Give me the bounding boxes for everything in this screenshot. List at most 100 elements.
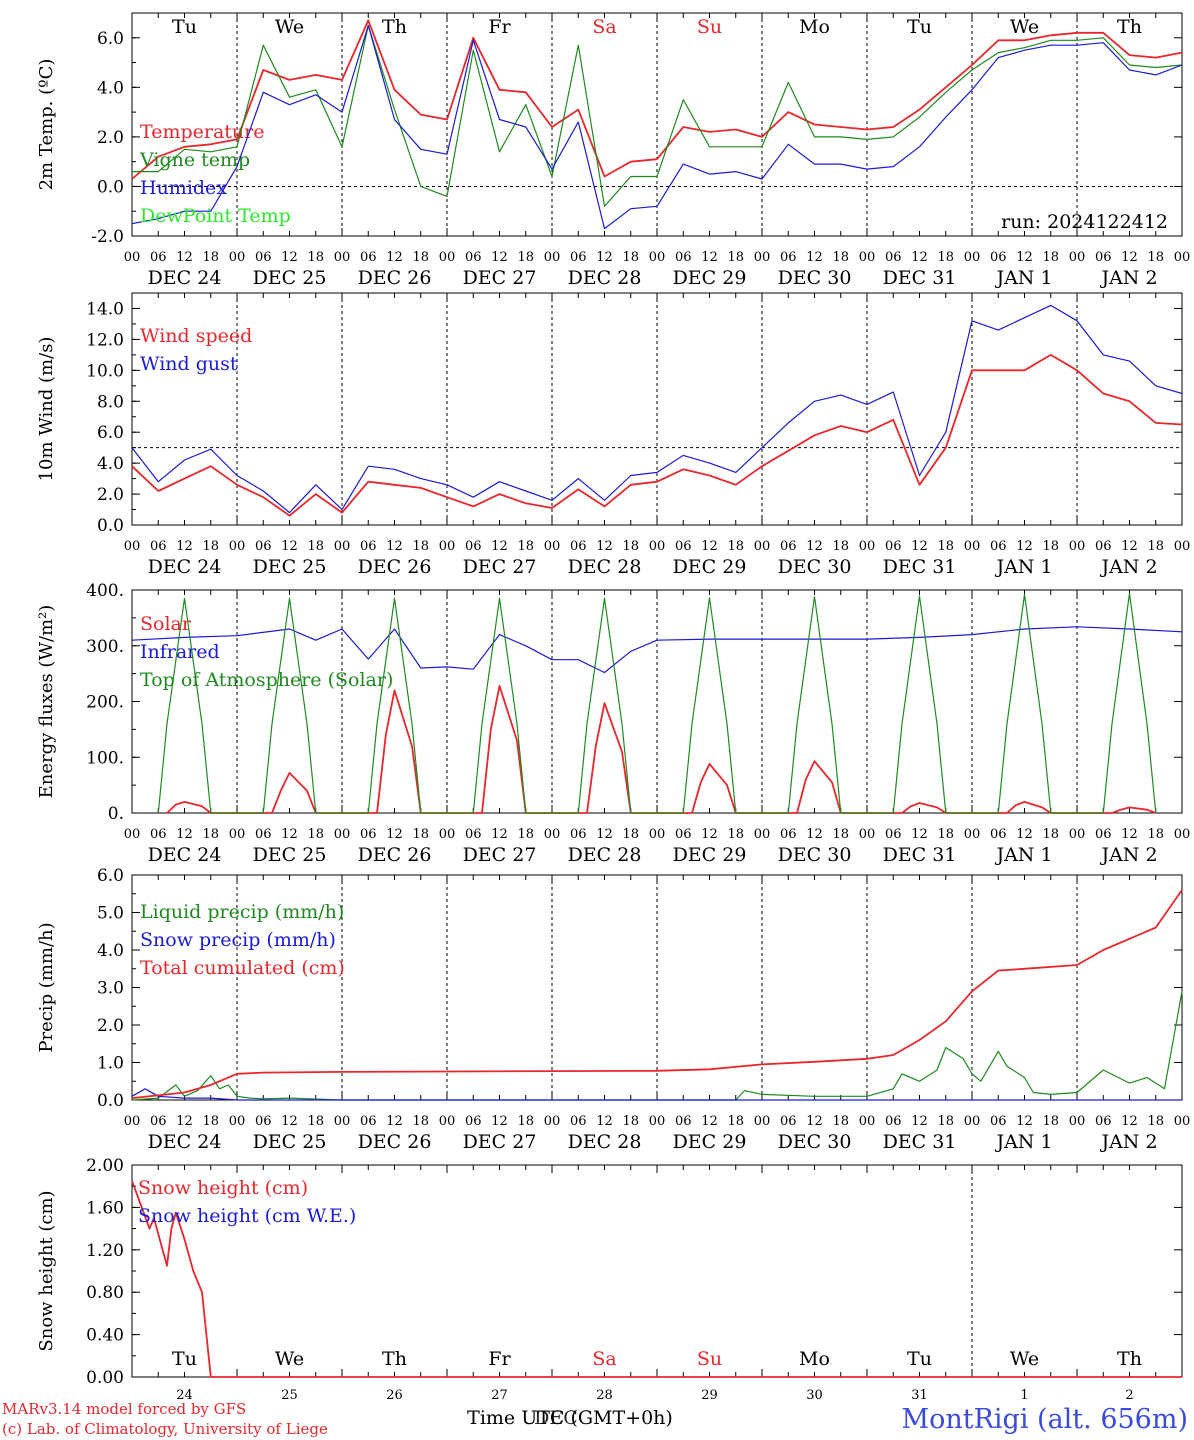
day-label: DEC 24 — [148, 1131, 222, 1153]
hour-tick-label: 12 — [911, 539, 928, 554]
model-credit: MARv3.14 model forced by GFS — [2, 1400, 246, 1418]
weekday-label: Th — [382, 16, 407, 38]
hour-tick-label: 12 — [176, 250, 193, 265]
series-line-1 — [131, 991, 1183, 1101]
hour-tick-label: 00 — [1069, 827, 1086, 842]
hour-tick-label: 00 — [649, 1114, 666, 1129]
hour-tick-label: 06 — [570, 539, 587, 554]
y-tick-label: 12.0 — [86, 330, 124, 350]
day-label: DEC 26 — [358, 1131, 432, 1153]
hour-tick-label: 06 — [465, 827, 482, 842]
hour-tick-label: 00 — [544, 250, 561, 265]
day-number-label: 26 — [386, 1388, 403, 1403]
series-line-1 — [166, 685, 1157, 814]
y-axis-label: Snow height (cm) — [36, 1190, 57, 1351]
hour-tick-label: 12 — [281, 539, 298, 554]
hour-tick-label: 06 — [675, 827, 692, 842]
hour-tick-label: 18 — [832, 539, 849, 554]
y-tick-label: 0.0 — [97, 177, 124, 197]
hour-tick-label: 12 — [1016, 539, 1033, 554]
y-tick-label: 1.20 — [86, 1241, 124, 1261]
day-number-label: 28 — [596, 1388, 613, 1403]
weekday-label: Sa — [592, 16, 616, 38]
hour-tick-label: 06 — [780, 539, 797, 554]
panel-2: 0.0 2.0 4.0 6.0 8.0 10.0 12.0 14.0 10m Wind (m/s… — [36, 292, 1190, 578]
y-tick-label: 0.0 — [97, 516, 124, 536]
series-line-1 — [131, 1180, 1182, 1378]
legend-entry: Liquid precip (mm/h) — [140, 901, 344, 923]
series-line-3 — [131, 24, 1183, 230]
hour-tick-label: 18 — [1042, 1114, 1059, 1129]
hour-tick-label: 06 — [1095, 539, 1112, 554]
weekday-label: Th — [382, 1348, 407, 1370]
hour-tick-label: 12 — [1121, 827, 1138, 842]
hour-tick-label: 12 — [1016, 827, 1033, 842]
y-tick-label: 6.0 — [97, 29, 124, 49]
legend-entry: Infrared — [140, 641, 220, 663]
hour-tick-label: 18 — [832, 827, 849, 842]
legend-entry: Snow precip (mm/h) — [140, 929, 336, 951]
hour-tick-label: 00 — [334, 250, 351, 265]
day-label: JAN 2 — [1099, 844, 1157, 866]
hour-tick-label: 00 — [229, 1114, 246, 1129]
series-line-2 — [131, 1088, 1182, 1101]
day-label: DEC 27 — [463, 556, 537, 578]
legend-entry: Vigne temp — [139, 149, 250, 171]
weekday-label: We — [1010, 1348, 1039, 1370]
day-number-label: 30 — [806, 1388, 823, 1403]
weekday-label: Mo — [799, 1348, 830, 1370]
y-tick-label: 8.0 — [97, 392, 124, 412]
hour-tick-label: 12 — [1121, 1114, 1138, 1129]
y-tick-label: 14.0 — [86, 299, 124, 319]
hour-tick-label: 00 — [754, 250, 771, 265]
y-tick-label: 2.0 — [97, 485, 124, 505]
hour-tick-label: 00 — [124, 539, 141, 554]
hour-tick-label: 06 — [465, 1114, 482, 1129]
y-tick-label: 0.00 — [86, 1368, 124, 1388]
weekday-label: Su — [697, 1348, 722, 1370]
hour-tick-label: 18 — [1042, 827, 1059, 842]
hour-tick-label: 06 — [570, 827, 587, 842]
hour-tick-label: 12 — [386, 250, 403, 265]
hour-tick-label: 06 — [150, 250, 167, 265]
legend-entry: Wind gust — [140, 353, 238, 375]
hour-tick-label: 18 — [727, 827, 744, 842]
day-label: DEC 27 — [463, 1131, 537, 1153]
hour-tick-label: 00 — [1069, 250, 1086, 265]
series-line-2 — [131, 626, 1183, 674]
hour-tick-label: 00 — [1069, 1114, 1086, 1129]
hour-tick-label: 18 — [517, 250, 534, 265]
hour-tick-label: 00 — [334, 1114, 351, 1129]
plot-frame — [131, 589, 1183, 814]
y-tick-label: 3.0 — [97, 979, 124, 999]
hour-tick-label: 00 — [1174, 827, 1191, 842]
hour-tick-label: 18 — [832, 1114, 849, 1129]
hour-tick-label: 06 — [255, 1114, 272, 1129]
hour-tick-label: 18 — [622, 1114, 639, 1129]
weekday-label: Sa — [592, 1348, 616, 1370]
weekday-label: Fr — [488, 1348, 511, 1370]
hour-tick-label: 18 — [202, 250, 219, 265]
hour-tick-label: 12 — [386, 539, 403, 554]
y-tick-label: 4.0 — [97, 454, 124, 474]
hour-tick-label: 18 — [622, 250, 639, 265]
hour-tick-label: 18 — [937, 539, 954, 554]
hour-tick-label: 12 — [1016, 1114, 1033, 1129]
hour-tick-label: 00 — [649, 827, 666, 842]
day-number-label: 25 — [281, 1388, 298, 1403]
legend-entry: Snow height (cm) — [138, 1177, 308, 1199]
day-number-label: 1 — [1020, 1388, 1028, 1403]
weekday-label: Tu — [172, 1348, 197, 1370]
hour-tick-label: 18 — [412, 1114, 429, 1129]
panel-4: 0.0 1.0 2.0 3.0 4.0 5.0 6.0 Precip (mm/h) 00 06 12… — [36, 866, 1190, 1153]
weekday-label: Th — [1117, 1348, 1142, 1370]
day-label: DEC 24 — [148, 844, 222, 866]
y-tick-label: 300. — [86, 637, 124, 657]
weekday-label: Tu — [907, 1348, 932, 1370]
y-axis-label: Precip (mm/h) — [36, 922, 57, 1052]
hour-tick-label: 12 — [386, 827, 403, 842]
y-tick-label: 0.40 — [86, 1326, 124, 1346]
hour-tick-label: 00 — [859, 539, 876, 554]
hour-tick-label: 18 — [307, 1114, 324, 1129]
